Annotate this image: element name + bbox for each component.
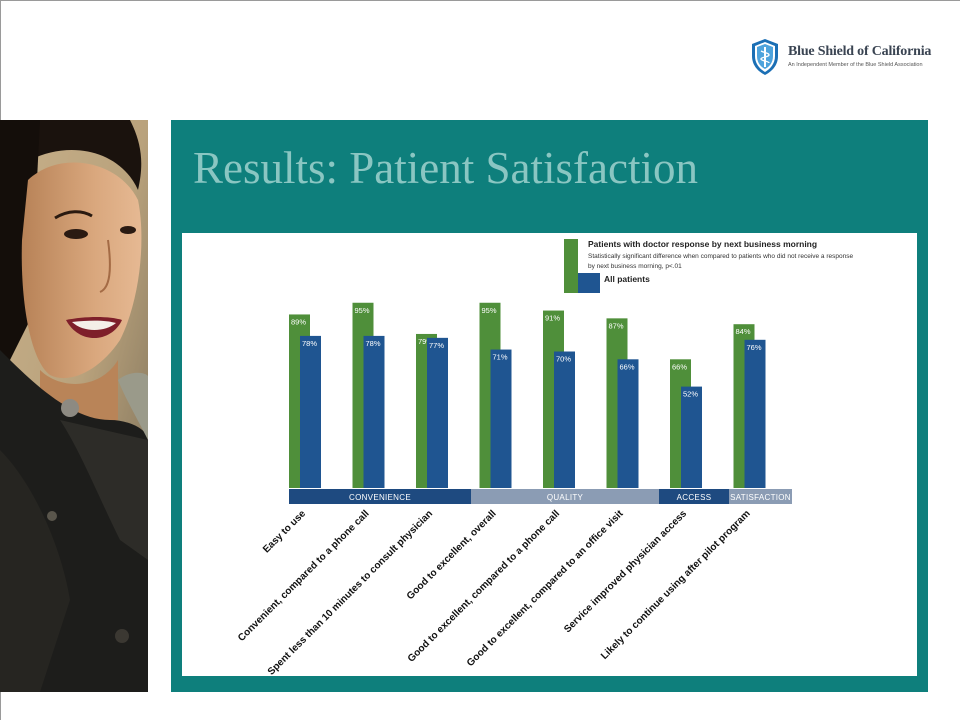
category-band-label: CONVENIENCE xyxy=(349,493,411,502)
bar-blue xyxy=(681,386,702,488)
x-tick-label: Service improved physician access xyxy=(562,508,689,635)
bar-blue xyxy=(617,359,639,488)
data-label-green: 95% xyxy=(482,306,497,315)
data-label-blue: 76% xyxy=(747,343,762,352)
data-label-green: 95% xyxy=(355,306,370,315)
logo-tagline: An Independent Member of the Blue Shield… xyxy=(788,62,923,68)
legend-note-line-1: Statistically significant difference whe… xyxy=(588,253,853,260)
bar-blue xyxy=(744,339,766,488)
bar-chart: 89% 78% 95% 78% 79%77% 95% 71% 91% 70% 87% 66% 66% 5… xyxy=(236,239,853,676)
legend-swatch-blue xyxy=(578,273,600,293)
data-label-blue: 70% xyxy=(556,355,571,364)
category-band xyxy=(289,489,471,504)
data-label-blue: 66% xyxy=(620,362,635,371)
legend-note-line-2: by next business morning, p<.01 xyxy=(588,263,682,270)
data-label-blue: 52% xyxy=(683,390,698,399)
data-label-green: 66% xyxy=(672,362,687,371)
blue-shield-logo: Blue Shield of California An Independent… xyxy=(750,38,940,78)
bar-blue xyxy=(427,337,448,488)
x-tick-label: Likely to continue using after pilot pro… xyxy=(599,508,753,662)
data-label-blue: 78% xyxy=(366,339,381,348)
content-panel: Results: Patient Satisfaction 89% 78% 95% 7… xyxy=(171,120,928,692)
category-band-label: QUALITY xyxy=(547,493,584,502)
data-label-blue: 78% xyxy=(302,339,317,348)
data-label-blue: 77% xyxy=(429,341,444,350)
data-label-blue: 71% xyxy=(493,353,508,362)
slide-title: Results: Patient Satisfaction xyxy=(193,143,698,193)
category-band-label: SATISFACTION xyxy=(730,493,791,502)
data-label-green: 89% xyxy=(291,317,306,326)
woman-photo xyxy=(0,120,148,692)
legend-label-green: Patients with doctor response by next bu… xyxy=(588,239,817,249)
legend-label-blue: All patients xyxy=(604,274,650,284)
bar-blue xyxy=(554,351,575,488)
category-band xyxy=(659,489,729,504)
category-band-label: ACCESS xyxy=(677,493,712,502)
bar-blue xyxy=(490,349,512,488)
category-band xyxy=(729,489,792,504)
x-tick-label: Convenient, compared to a phone call xyxy=(236,508,372,644)
bar-blue xyxy=(363,335,385,488)
data-label-green: 84% xyxy=(736,327,751,336)
data-label-green: 87% xyxy=(609,321,624,330)
chart-area: 89% 78% 95% 78% 79% 77% 95% 71% 91% 70% 87% 66% 66% 5… xyxy=(182,233,917,676)
bar-blue xyxy=(300,335,321,488)
data-label-green: 79% xyxy=(418,337,433,346)
x-tick-label: Easy to use xyxy=(261,508,308,555)
logo-name: Blue Shield of California xyxy=(788,44,932,59)
top-border xyxy=(0,0,960,1)
legend-swatch-green xyxy=(564,239,578,293)
shield-icon xyxy=(752,39,778,75)
data-label-green: 91% xyxy=(545,314,560,323)
category-band xyxy=(471,489,659,504)
